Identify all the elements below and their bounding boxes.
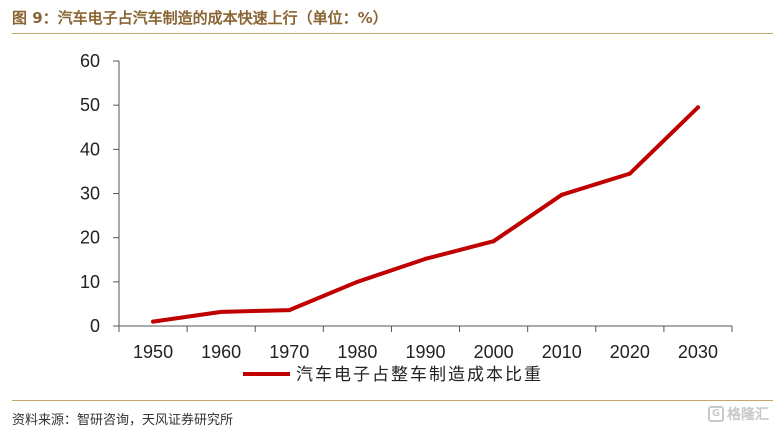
- watermark-logo-icon: G: [708, 406, 724, 422]
- data-point: [695, 105, 700, 110]
- chart-legend: 汽车电子占整车制造成本比重: [243, 365, 543, 385]
- x-axis-ticks: 1950 1960 1970 1980 1990 2000 2010 2020 2030: [118, 326, 733, 362]
- y-tick-label: 20: [80, 228, 100, 248]
- data-point: [287, 308, 292, 313]
- bottom-divider: [12, 400, 773, 401]
- series-line: [151, 105, 700, 324]
- watermark-text: 格隆汇: [727, 407, 769, 423]
- data-point: [491, 239, 496, 244]
- data-point: [423, 256, 428, 261]
- y-tick-label: 40: [80, 139, 100, 159]
- data-point: [627, 171, 632, 176]
- source-note: 资料来源：智研咨询，天风证券研究所: [12, 413, 234, 428]
- data-point: [219, 309, 224, 314]
- x-tick-label: 1950: [133, 342, 173, 362]
- x-tick-label: 2000: [474, 342, 514, 362]
- figure-title: 图 9：汽车电子占汽车制造的成本快速上行（单位：%）: [12, 9, 388, 27]
- x-tick-label: 2030: [678, 342, 718, 362]
- y-axis-ticks: 0 10 20 30 40 50 60: [80, 51, 119, 336]
- y-tick-label: 60: [80, 51, 100, 71]
- top-divider: [12, 33, 773, 34]
- x-tick-label: 1970: [269, 342, 309, 362]
- chart-series: [151, 105, 700, 324]
- chart-axes: [118, 61, 732, 327]
- y-tick-label: 10: [80, 272, 100, 292]
- x-tick-label: 1960: [201, 342, 241, 362]
- x-tick-label: 2020: [610, 342, 650, 362]
- x-tick-label: 1990: [405, 342, 445, 362]
- legend-label: 汽车电子占整车制造成本比重: [296, 365, 543, 385]
- y-tick-label: 30: [80, 184, 100, 204]
- y-tick-label: 0: [90, 316, 100, 336]
- x-tick-label: 1980: [337, 342, 377, 362]
- data-point: [355, 279, 360, 284]
- data-point: [151, 319, 156, 324]
- x-tick-label: 2010: [542, 342, 582, 362]
- watermark: G 格隆汇: [708, 404, 769, 424]
- y-tick-label: 50: [80, 95, 100, 115]
- data-point: [559, 192, 564, 197]
